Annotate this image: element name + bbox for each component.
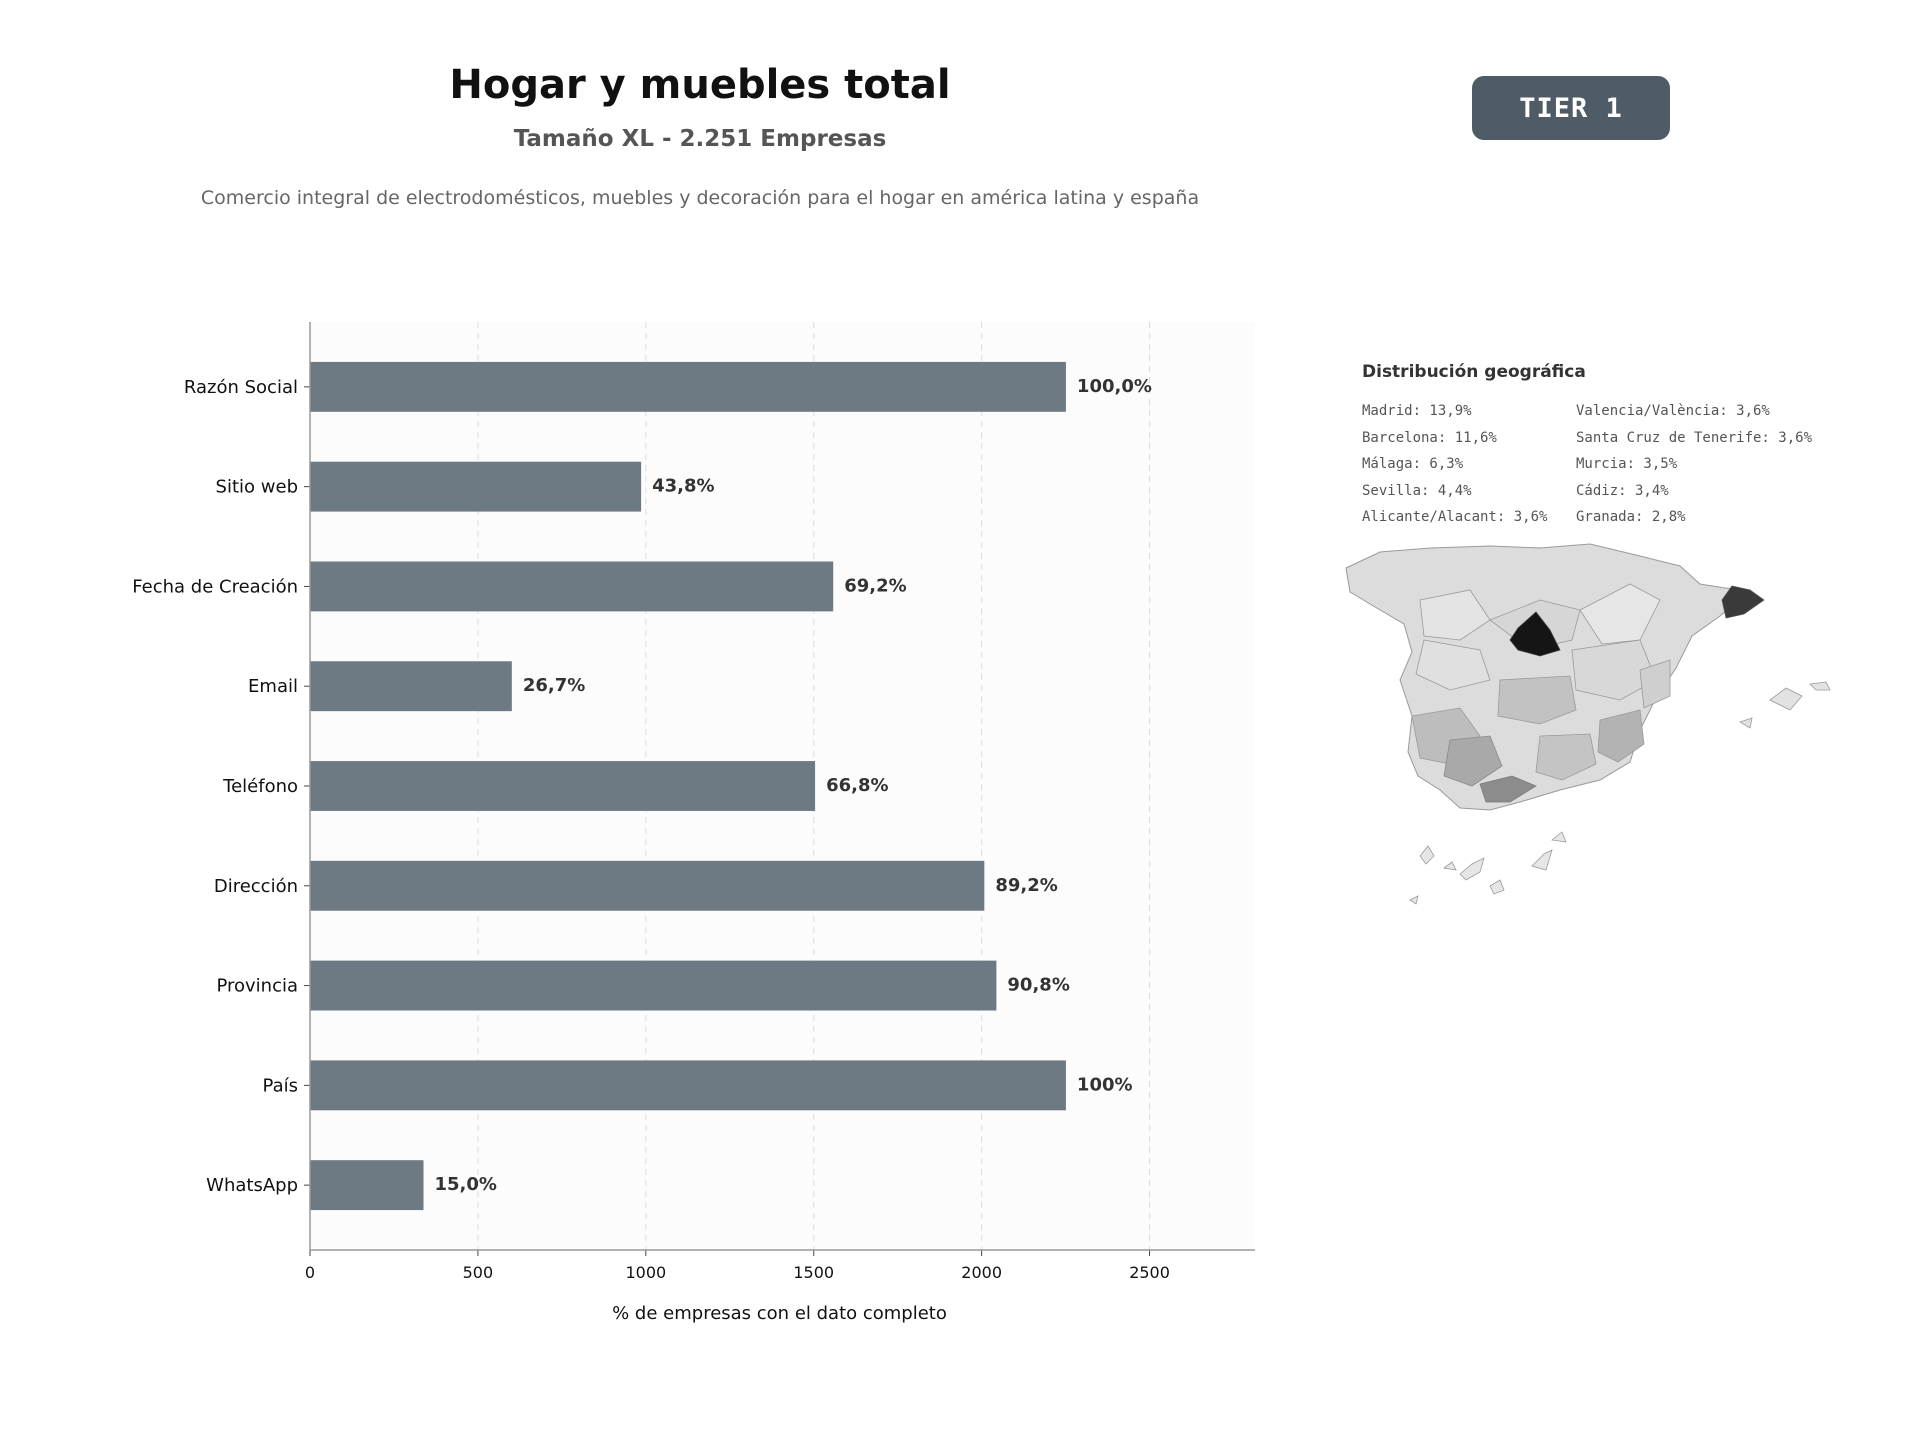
map-region [1535,733,1597,781]
bar [310,1160,424,1211]
map-region [1597,709,1645,763]
category-label: Fecha de Creación [132,576,298,597]
map-region [1571,639,1657,701]
data-label: 89,2% [995,875,1057,896]
geo-item: Barcelona: 11,6% [1362,429,1497,446]
bar [310,860,985,911]
geo-item: Murcia: 3,5% [1576,456,1678,472]
spain-choropleth-map [1345,543,1831,905]
bar [310,461,642,512]
map-region-barcelona [1721,585,1765,619]
tier-badge: TIER 1 [1472,76,1670,140]
x-tick-label: 1500 [793,1263,834,1282]
bar [310,361,1066,412]
data-label: 100% [1077,1074,1133,1095]
category-label: Sitio web [216,477,298,498]
geo-item: Granada: 2,8% [1576,509,1686,525]
bar [310,561,834,612]
bar [310,1060,1066,1111]
completeness-bar-chart: 0 500 1000 1500 2000 2500 Razón Social 100,0% Si… [132,322,1255,1324]
geo-item: Madrid: 13,9% [1362,403,1472,419]
data-label: 26,7% [523,675,585,696]
map-region-madrid [1509,611,1561,657]
geo-item: Valencia/València: 3,6% [1576,403,1770,419]
map-region [1579,583,1661,645]
page-title: Hogar y muebles total [449,62,951,108]
category-label: País [263,1075,298,1096]
data-label: 43,8% [652,476,714,497]
x-tick-label: 0 [305,1263,315,1282]
map-region [1415,639,1491,691]
category-label: Provincia [216,976,298,997]
map-region [1497,675,1577,725]
geo-distribution-title: Distribución geográfica [1362,362,1586,382]
data-label: 69,2% [844,575,906,596]
geo-item: Sevilla: 4,4% [1362,482,1472,499]
category-label: Email [248,676,298,697]
data-label: 15,0% [435,1174,497,1195]
category-label: Razón Social [184,377,298,398]
data-label: 100,0% [1077,376,1152,397]
category-label: WhatsApp [206,1175,298,1196]
bar [310,761,816,811]
map-region [1479,775,1537,803]
geo-distribution-list: Madrid: 13,9% Barcelona: 11,6% Málaga: 6… [1362,398,1842,531]
x-tick-label: 2500 [1129,1263,1170,1282]
map-region [1639,659,1671,709]
category-label: Dirección [214,876,298,897]
map-balearic-islands [1739,681,1831,729]
data-label: 66,8% [826,775,888,796]
page-description: Comercio integral de electrodomésticos, … [200,187,1200,209]
map-canary-islands [1409,831,1567,905]
category-label: Teléfono [222,776,298,797]
geo-item: Málaga: 6,3% [1362,456,1464,472]
x-tick-label: 2000 [961,1263,1002,1282]
map-region [1419,589,1491,641]
bar [310,661,512,712]
geo-item: Alicante/Alacant: 3,6% [1362,509,1548,525]
geo-item: Cádiz: 3,4% [1576,482,1669,499]
x-axis-label: % de empresas con el dato completo [612,1303,947,1324]
bar [310,960,997,1011]
x-tick-label: 500 [463,1263,494,1282]
map-region [1443,735,1503,787]
page-subtitle: Tamaño XL - 2.251 Empresas [513,126,887,152]
x-tick-label: 1000 [625,1263,666,1282]
geo-item: Santa Cruz de Tenerife: 3,6% [1576,429,1813,446]
data-label: 90,8% [1007,975,1069,996]
